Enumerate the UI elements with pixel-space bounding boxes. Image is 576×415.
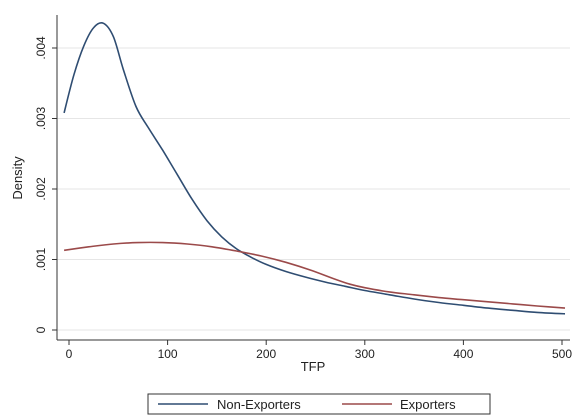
series-line-exporters <box>63 241 566 309</box>
x-tick-label-0: 0 <box>66 347 73 361</box>
grid-lines <box>57 47 570 331</box>
y-tick-label-0: 0 <box>34 326 48 333</box>
x-tick-label-2: 200 <box>256 347 276 361</box>
legend-label-exporters: Exporters <box>400 397 456 412</box>
y-tick-label-2: .002 <box>34 177 48 201</box>
y-axis-title: Density <box>10 156 25 200</box>
y-ticks: 0 .001 .002 .003 .004 <box>34 36 57 333</box>
y-tick-label-1: .001 <box>34 247 48 271</box>
x-tick-label-1: 100 <box>158 347 178 361</box>
x-ticks: 0 100 200 300 400 500 <box>66 340 572 361</box>
series-lines <box>63 22 566 315</box>
series-line-non-exporters <box>63 22 566 315</box>
y-tick-label-3: .003 <box>34 106 48 130</box>
x-tick-label-5: 500 <box>552 347 572 361</box>
legend-label-non-exporters: Non-Exporters <box>217 397 301 412</box>
legend-box <box>147 393 491 415</box>
x-tick-label-3: 300 <box>355 347 375 361</box>
x-tick-label-4: 400 <box>453 347 473 361</box>
x-axis-title: TFP <box>301 359 326 374</box>
legend: Non-Exporters Exporters <box>147 393 491 415</box>
y-tick-label-4: .004 <box>34 36 48 60</box>
